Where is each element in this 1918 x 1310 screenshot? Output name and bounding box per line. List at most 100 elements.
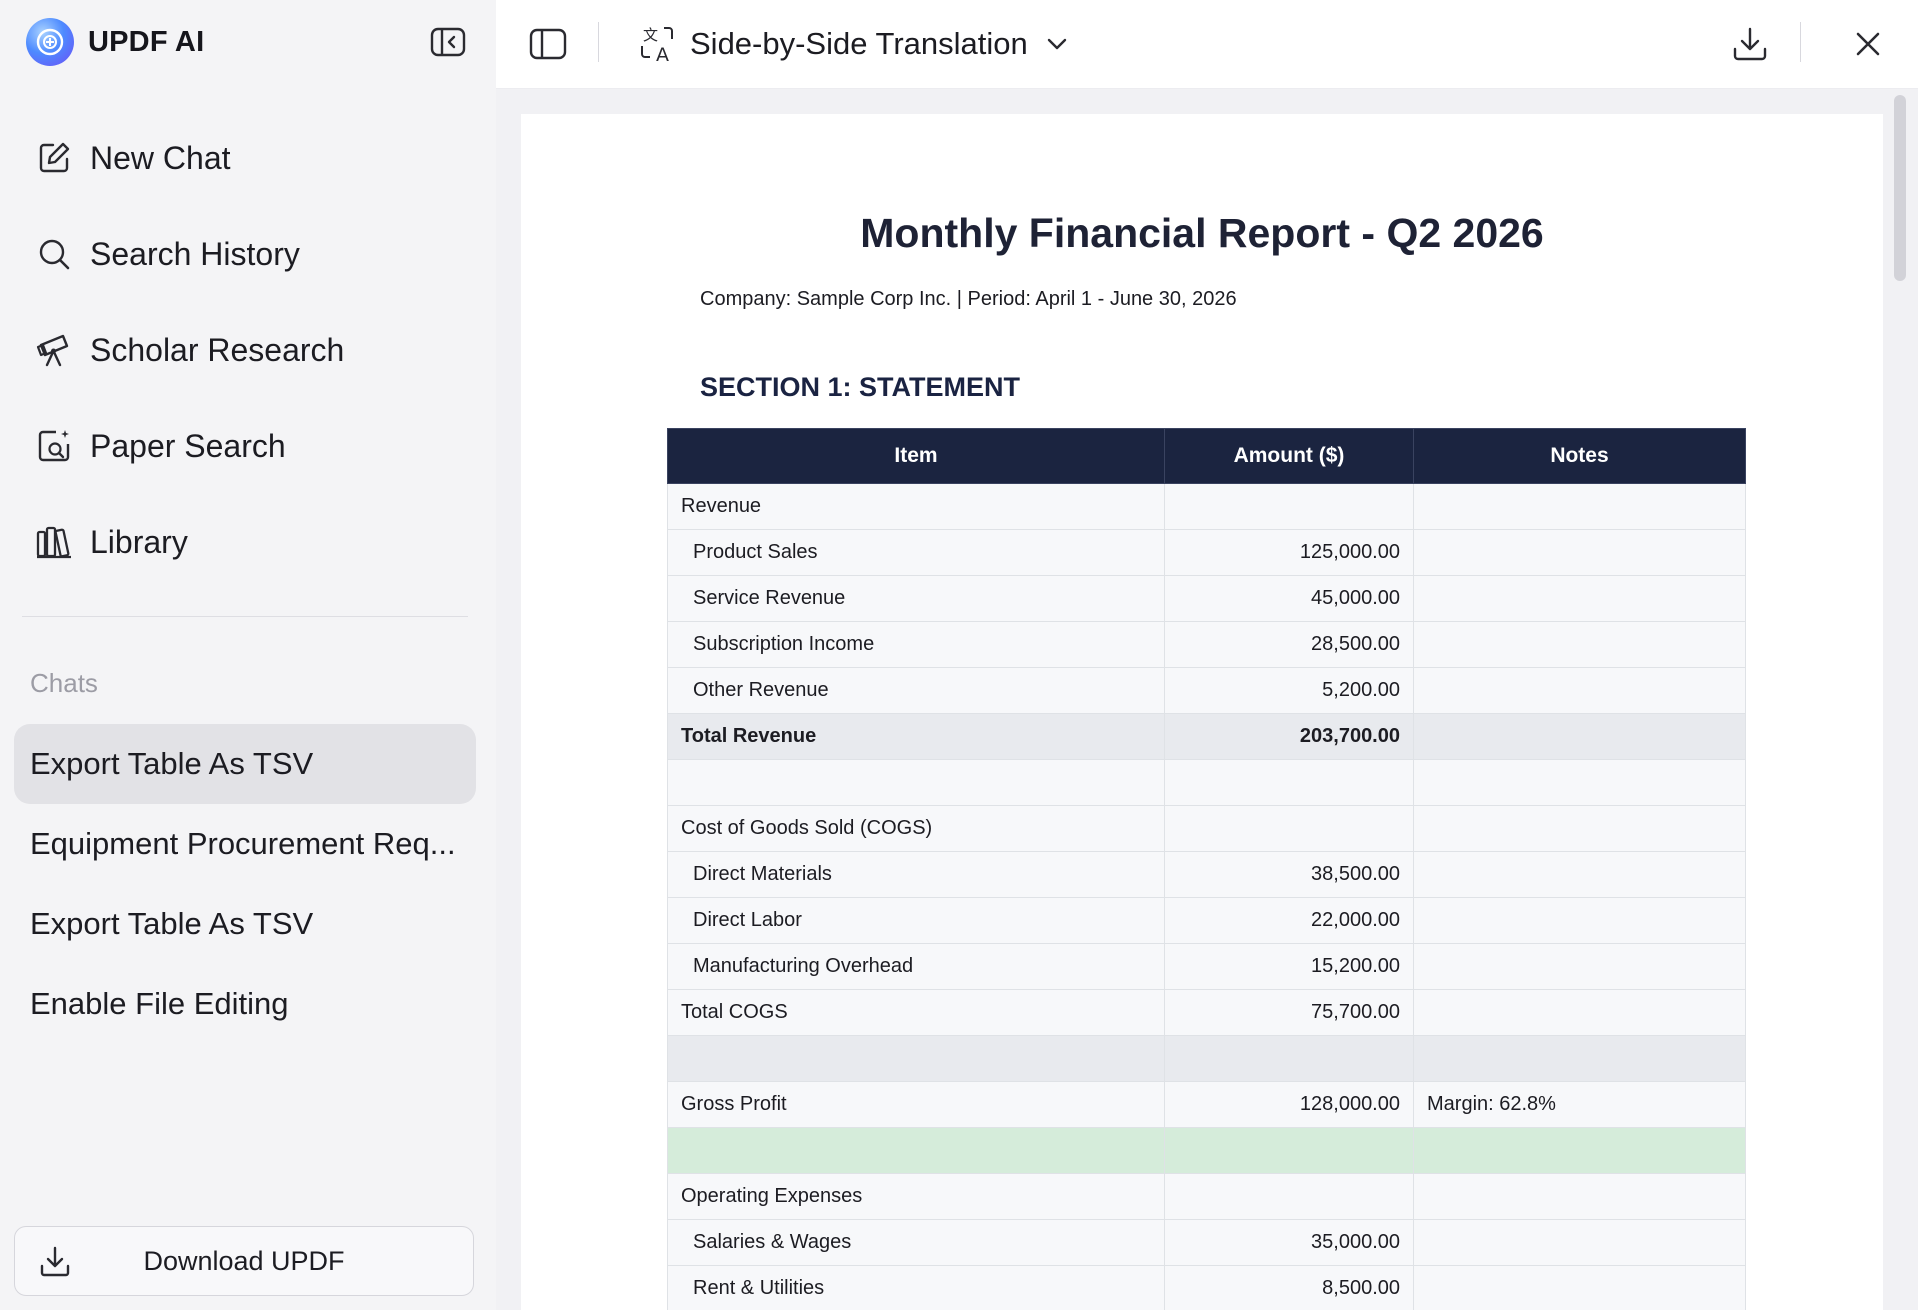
toggle-panel-button[interactable]: [528, 24, 568, 64]
cell-notes: [1413, 851, 1746, 898]
column-header-amount: Amount ($): [1164, 428, 1414, 484]
table-row: Total COGS 75,700.00: [667, 989, 1746, 1036]
cell-notes: [1413, 759, 1746, 806]
column-header-notes: Notes: [1413, 428, 1746, 484]
table-row: Product Sales 125,000.00: [667, 529, 1746, 576]
column-header-item: Item: [667, 428, 1165, 484]
table-row: Direct Labor 22,000.00: [667, 897, 1746, 944]
scrollbar-thumb[interactable]: [1894, 95, 1906, 281]
nav-label: New Chat: [90, 139, 231, 176]
chat-item[interactable]: Enable File Editing: [30, 986, 289, 1021]
toolbar-separator: [598, 22, 599, 62]
table-row: Cost of Goods Sold (COGS): [667, 805, 1746, 852]
telescope-icon: [34, 330, 74, 370]
cell-amount: 203,700.00: [1164, 713, 1414, 760]
cell-item: Operating Expenses: [667, 1173, 1165, 1220]
nav-paper-search[interactable]: Paper Search: [0, 398, 496, 494]
sidebar-collapse-icon: [430, 27, 466, 57]
table-row: Operating Expenses: [667, 1173, 1746, 1220]
cell-amount: 28,500.00: [1164, 621, 1414, 668]
translate-icon: 文 A: [641, 26, 673, 64]
cell-item: Manufacturing Overhead: [667, 943, 1165, 990]
cell-notes: [1413, 897, 1746, 944]
cell-item: Cost of Goods Sold (COGS): [667, 805, 1165, 852]
cell-amount: 38,500.00: [1164, 851, 1414, 898]
cell-amount: 45,000.00: [1164, 575, 1414, 622]
cell-item: Total COGS: [667, 989, 1165, 1036]
nav-search-history[interactable]: Search History: [0, 206, 496, 302]
document-subtitle: Company: Sample Corp Inc. | Period: Apri…: [700, 288, 1237, 310]
table-row: Subscription Income 28,500.00: [667, 621, 1746, 668]
download-translation-button[interactable]: [1730, 24, 1770, 64]
section-heading: SECTION 1: STATEMENT: [700, 372, 1021, 402]
cell-notes: [1413, 805, 1746, 852]
table-row: [667, 1035, 1746, 1082]
cell-notes: [1413, 1173, 1746, 1220]
download-updf-button[interactable]: Download UPDF: [14, 1226, 474, 1296]
cell-amount: [1164, 1127, 1414, 1174]
cell-notes: [1413, 667, 1746, 714]
chat-item[interactable]: Equipment Procurement Req...: [30, 826, 456, 861]
cell-notes: [1413, 713, 1746, 760]
collapse-sidebar-button[interactable]: [428, 24, 468, 60]
cell-amount: [1164, 805, 1414, 852]
table-row: Revenue: [667, 483, 1746, 530]
chat-item[interactable]: Export Table As TSV: [30, 906, 314, 941]
cell-notes: [1413, 989, 1746, 1036]
cell-notes: Margin: 62.8%: [1413, 1081, 1746, 1128]
table-row: Direct Materials 38,500.00: [667, 851, 1746, 898]
chat-item[interactable]: Export Table As TSV: [14, 724, 476, 804]
table-header-row: Item Amount ($) Notes: [667, 428, 1746, 484]
updf-logo-icon: [26, 18, 74, 66]
cell-notes: [1413, 529, 1746, 576]
cell-item: Other Revenue: [667, 667, 1165, 714]
translation-mode-label: Side-by-Side Translation: [690, 26, 1028, 61]
cell-item: Product Sales: [667, 529, 1165, 576]
table-row: Rent & Utilities 8,500.00: [667, 1265, 1746, 1310]
viewer-toolbar: 文 A Side-by-Side Translation: [496, 0, 1918, 89]
table-row: Salaries & Wages 35,000.00: [667, 1219, 1746, 1266]
nav-label: Paper Search: [90, 427, 286, 464]
cell-notes: [1413, 943, 1746, 990]
cell-item: Subscription Income: [667, 621, 1165, 668]
financial-table: Item Amount ($) Notes Revenue Product Sal…: [667, 428, 1746, 1310]
cell-amount: [1164, 1173, 1414, 1220]
document-viewer[interactable]: Monthly Financial Report - Q2 2026 Compa…: [496, 89, 1918, 1310]
document-search-icon: [34, 426, 74, 466]
table-row: Service Revenue 45,000.00: [667, 575, 1746, 622]
library-icon: [34, 522, 74, 562]
nav-new-chat[interactable]: New Chat: [0, 110, 496, 206]
cell-notes: [1413, 575, 1746, 622]
cell-notes: [1413, 621, 1746, 668]
cell-notes: [1413, 1265, 1746, 1310]
cell-item: Gross Profit: [667, 1081, 1165, 1128]
nav-label: Scholar Research: [90, 331, 345, 368]
document-page: Monthly Financial Report - Q2 2026 Compa…: [521, 114, 1883, 1310]
brand[interactable]: UPDF AI: [26, 16, 204, 68]
cell-item: Salaries & Wages: [667, 1219, 1165, 1266]
sidebar: UPDF AI New Chat Search History Scholar …: [0, 0, 496, 1310]
close-button[interactable]: [1848, 24, 1888, 64]
download-icon: [1733, 27, 1767, 61]
cell-notes: [1413, 1127, 1746, 1174]
nav-library[interactable]: Library: [0, 494, 496, 590]
download-updf-label: Download UPDF: [143, 1245, 345, 1276]
translation-mode-dropdown[interactable]: 文 A Side-by-Side Translation: [638, 20, 1068, 68]
cell-amount: [1164, 1035, 1414, 1082]
cell-item: Total Revenue: [667, 713, 1165, 760]
cell-item: [667, 1035, 1165, 1082]
cell-amount: [1164, 483, 1414, 530]
brand-name: UPDF AI: [88, 25, 205, 58]
nav-scholar-research[interactable]: Scholar Research: [0, 302, 496, 398]
cell-amount: 22,000.00: [1164, 897, 1414, 944]
toolbar-separator: [1800, 22, 1801, 62]
chevron-down-icon: [1047, 38, 1066, 50]
cell-notes: [1413, 1035, 1746, 1082]
chat-list: Export Table As TSV Equipment Procuremen…: [14, 724, 476, 1044]
table-row: Gross Profit 128,000.00 Margin: 62.8%: [667, 1081, 1746, 1128]
cell-amount: 125,000.00: [1164, 529, 1414, 576]
download-icon: [40, 1246, 70, 1277]
close-icon: [1856, 32, 1880, 56]
table-row: [667, 759, 1746, 806]
cell-amount: 15,200.00: [1164, 943, 1414, 990]
